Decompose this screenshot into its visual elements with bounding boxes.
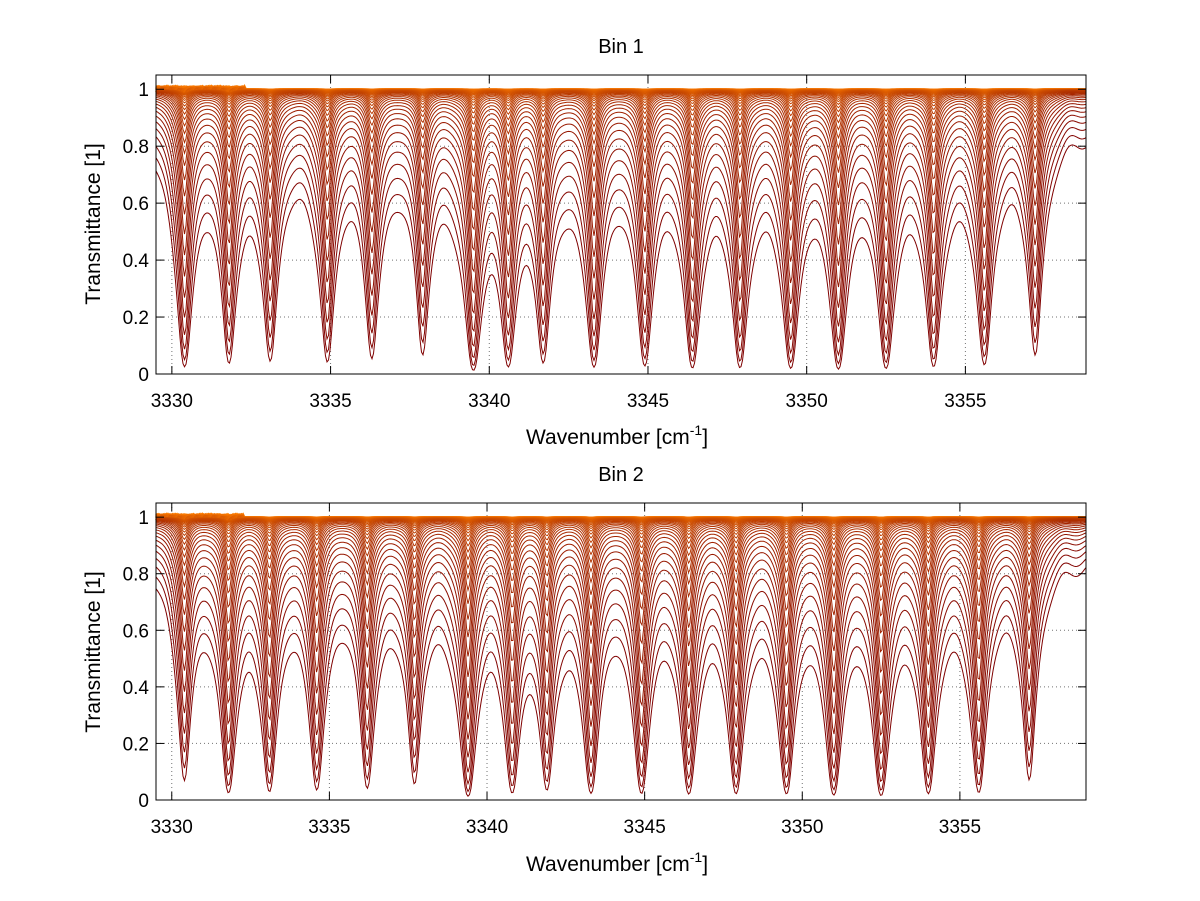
x-tick-label: 3345 <box>627 391 669 412</box>
series-line <box>155 518 1087 561</box>
chart-title: Bin 1 <box>598 36 644 58</box>
x-tick-label: 3345 <box>624 817 666 838</box>
series-line <box>156 517 1086 538</box>
x-axis-ticks: 3330 3335 3340 3345 3350 3355 <box>151 503 981 838</box>
chart-panel-bin-2: Bin 2 0 0.2 0.4 0.6 0.8 1 3330 3335 3340 3345 335… <box>82 464 1087 876</box>
series-line <box>155 95 1087 194</box>
series-line <box>155 90 1086 119</box>
y-axis-ticks: 0 0.2 0.4 0.6 0.8 1 <box>123 80 1086 386</box>
y-tick-label: 0.8 <box>123 565 149 586</box>
series-line <box>155 106 1087 294</box>
series-line <box>155 134 1087 367</box>
y-tick-label: 1 <box>138 80 149 101</box>
x-tick-label: 3340 <box>468 391 510 412</box>
series-line <box>155 90 1087 125</box>
x-tick-label: 3335 <box>308 817 350 838</box>
y-axis-label: Transmittance [1] <box>82 571 105 732</box>
series-line <box>155 100 1087 252</box>
x-tick-label: 3355 <box>939 817 981 838</box>
series-line <box>155 98 1087 231</box>
x-tick-label: 3330 <box>151 391 193 412</box>
y-tick-label: 0 <box>138 365 149 386</box>
series-line <box>155 519 1087 580</box>
series-line <box>155 91 1086 133</box>
series-line <box>155 521 1087 604</box>
x-axis-ticks: 3330 3335 3340 3345 3350 3355 <box>151 75 987 412</box>
x-tick-label: 3350 <box>786 391 828 412</box>
series-line <box>155 89 1086 106</box>
y-tick-label: 0.2 <box>123 734 149 755</box>
y-tick-label: 0.6 <box>123 194 149 215</box>
series-line <box>155 96 1087 212</box>
series-line <box>155 517 1086 542</box>
chart-title: Bin 2 <box>598 464 644 486</box>
y-axis-label: Transmittance [1] <box>82 143 105 304</box>
series-line <box>155 558 1087 793</box>
series-line <box>155 520 1087 593</box>
series-line <box>155 103 1087 273</box>
x-axis-label: Wavenumber [cm-1] <box>526 849 708 876</box>
grid-lines <box>156 75 1086 375</box>
series-line <box>155 89 1086 110</box>
series-line <box>155 545 1087 773</box>
series-line <box>155 93 1087 164</box>
series-line <box>155 532 1087 720</box>
series-line <box>155 110 1087 315</box>
x-tick-label: 3335 <box>309 391 351 412</box>
series-line <box>155 91 1087 142</box>
series-line <box>155 535 1087 740</box>
x-axis-label-text: Wavenumber [cm <box>526 426 690 449</box>
x-axis-label-text: Wavenumber [cm <box>526 853 690 876</box>
x-tick-label: 3355 <box>944 391 986 412</box>
y-tick-label: 0.4 <box>123 251 150 272</box>
series-line <box>155 523 1087 638</box>
series-line <box>155 519 1087 570</box>
x-tick-label: 3330 <box>151 817 193 838</box>
series-line <box>155 525 1087 657</box>
series-line <box>155 518 1087 547</box>
plot-frame <box>155 74 1087 375</box>
x-axis-label-superscript: -1 <box>690 422 703 438</box>
series-line <box>155 529 1087 699</box>
y-tick-label: 0 <box>138 791 149 812</box>
series-line <box>155 522 1087 620</box>
y-tick-label: 0.8 <box>123 137 149 158</box>
x-axis-label-end: ] <box>702 426 708 449</box>
series-line <box>155 551 1087 786</box>
y-tick-label: 0.4 <box>123 678 150 699</box>
plot-frame <box>155 502 1087 801</box>
y-axis-ticks: 0 0.2 0.4 0.6 0.8 1 <box>123 508 1086 812</box>
x-axis-label-superscript: -1 <box>690 849 703 865</box>
series-group <box>155 512 1087 797</box>
x-axis-label: Wavenumber [cm-1] <box>526 422 708 449</box>
chart-panel-bin-1: Bin 1 0 0.2 0.4 0.6 0.8 1 3330 3335 3340 3345 335… <box>82 36 1087 449</box>
x-tick-label: 3340 <box>466 817 508 838</box>
x-axis-label-end: ] <box>702 853 708 876</box>
y-tick-label: 0.6 <box>123 621 149 642</box>
series-line <box>155 120 1087 347</box>
series-line <box>155 94 1087 178</box>
series-line <box>155 114 1087 333</box>
y-tick-label: 0.2 <box>123 308 149 329</box>
y-tick-label: 1 <box>138 508 149 529</box>
series-line <box>155 517 1086 534</box>
series-line <box>155 92 1087 152</box>
series-line <box>155 90 1086 114</box>
x-tick-label: 3350 <box>781 817 823 838</box>
series-line <box>155 540 1087 758</box>
series-line <box>155 518 1087 554</box>
series-group <box>155 84 1087 371</box>
series-line <box>155 144 1087 371</box>
series-line <box>155 527 1087 677</box>
series-line <box>155 567 1087 797</box>
series-line <box>155 126 1087 359</box>
